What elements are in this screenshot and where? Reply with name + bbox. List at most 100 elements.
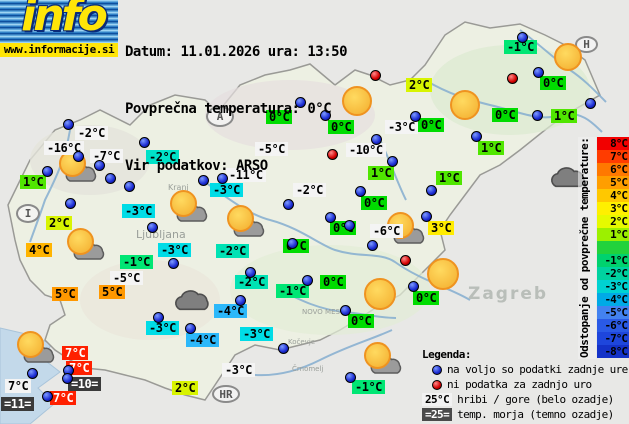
station-dot-recent bbox=[533, 67, 544, 78]
station-dot-recent bbox=[153, 312, 164, 323]
cloudy-icon bbox=[170, 288, 214, 317]
station-dot-stale bbox=[327, 149, 338, 160]
scale-step: 8°C bbox=[597, 137, 629, 150]
scale-step: -7°C bbox=[597, 332, 629, 345]
station-temp-label: 1°C bbox=[436, 171, 463, 185]
station-dot-recent bbox=[217, 173, 228, 184]
station-temp-label: 3°C bbox=[428, 221, 455, 235]
station-temp-label: -1°C bbox=[276, 284, 309, 298]
partly-cloudy-icon bbox=[61, 228, 109, 264]
station-temp-label: -11°C bbox=[226, 168, 266, 182]
station-temp-label: 0°C bbox=[540, 76, 567, 90]
station-dot-recent bbox=[340, 305, 351, 316]
scale-step: 6°C bbox=[597, 163, 629, 176]
sun-part-icon bbox=[67, 228, 94, 255]
info-logo[interactable]: info www.informacije.si bbox=[0, 0, 118, 57]
station-dot-recent bbox=[344, 220, 355, 231]
map-header: Datum: 11.01.2026 ura: 13:50 Povprečna t… bbox=[125, 5, 348, 214]
sun-part-icon bbox=[170, 190, 197, 217]
scale-step: 3°C bbox=[597, 202, 629, 215]
temperature-scale: 8°C 7°C 6°C 5°C 4°C 3°C 2°C 1°C -1°C -2°C -3°C -4°C… bbox=[597, 137, 629, 358]
legend-item: 25°C hribi / gore (belo ozadje) bbox=[422, 392, 628, 407]
city-name-label: Zagreb bbox=[468, 284, 549, 304]
logo-url[interactable]: www.informacije.si bbox=[0, 43, 118, 57]
legend-item-text: hribi / gore (belo ozadje) bbox=[457, 393, 614, 406]
scale-step bbox=[597, 241, 629, 254]
station-dot-recent bbox=[63, 119, 74, 130]
station-temp-label: -2°C bbox=[146, 150, 179, 164]
station-temp-label: -3°C bbox=[240, 327, 273, 341]
station-temp-label: 0°C bbox=[348, 314, 375, 328]
station-temp-label: -7°C bbox=[90, 149, 123, 163]
station-dot-recent bbox=[73, 151, 84, 162]
partly-cloudy-icon bbox=[221, 205, 269, 241]
scale-step: -6°C bbox=[597, 319, 629, 332]
partly-cloudy-icon bbox=[11, 331, 59, 367]
station-dot-recent bbox=[408, 281, 419, 292]
station-dot-recent bbox=[517, 32, 528, 43]
legend-blue-dot-icon bbox=[432, 364, 442, 375]
sunny-icon bbox=[364, 278, 396, 310]
station-dot-recent bbox=[471, 131, 482, 142]
city-name-label: Črnomelj bbox=[292, 365, 324, 373]
station-temp-label: -6°C bbox=[370, 224, 403, 238]
station-dot-recent bbox=[185, 323, 196, 334]
logo-wordmark: info bbox=[21, 0, 108, 41]
station-dot-recent bbox=[283, 199, 294, 210]
scale-step: -8°C bbox=[597, 345, 629, 358]
station-temp-label: 2°C bbox=[406, 78, 433, 92]
scale-step: -3°C bbox=[597, 280, 629, 293]
station-dot-stale bbox=[400, 255, 411, 266]
station-dot-recent bbox=[42, 391, 53, 402]
station-temp-label: 5°C bbox=[99, 285, 126, 299]
legend-items: na voljo so podatki zadnje ure ni podatka… bbox=[422, 362, 628, 422]
station-dot-recent bbox=[320, 110, 331, 121]
station-temp-label: -5°C bbox=[255, 142, 288, 156]
legend-item: =25= temp. morja (temno ozadje) bbox=[422, 407, 628, 422]
station-temp-label: -16°C bbox=[44, 141, 84, 155]
station-dot-recent bbox=[345, 372, 356, 383]
station-temp-label: 0°C bbox=[266, 110, 293, 124]
station-temp-label: -4°C bbox=[214, 304, 247, 318]
station-dot-recent bbox=[42, 166, 53, 177]
station-dot-recent bbox=[235, 295, 246, 306]
partly-cloudy-icon bbox=[358, 342, 406, 378]
station-temp-label: 4°C bbox=[26, 243, 53, 257]
station-temp-label: 1°C bbox=[551, 109, 578, 123]
legend-item: na voljo so podatki zadnje ure bbox=[422, 362, 628, 377]
station-dot-recent bbox=[426, 185, 437, 196]
station-dot-recent bbox=[387, 156, 398, 167]
station-dot-recent bbox=[62, 373, 73, 384]
station-temp-label: =11= bbox=[1, 397, 34, 411]
station-temp-label: 0°C bbox=[361, 196, 388, 210]
station-temp-label: 1°C bbox=[368, 166, 395, 180]
station-dot-recent bbox=[27, 368, 38, 379]
station-temp-label: 1°C bbox=[478, 141, 505, 155]
country-sign-h: H bbox=[575, 36, 598, 53]
station-dot-recent bbox=[355, 186, 366, 197]
station-temp-label: -10°C bbox=[346, 143, 386, 157]
sun-part-icon bbox=[17, 331, 44, 358]
sunny-icon bbox=[427, 258, 459, 290]
station-dot-recent bbox=[287, 238, 298, 249]
scale-step: -1°C bbox=[597, 254, 629, 267]
legend-title: Legenda: bbox=[422, 348, 471, 361]
station-temp-label: 2°C bbox=[46, 216, 73, 230]
scale-title: Odstopanje od povprečne temperature: bbox=[578, 137, 596, 359]
logo-stripes bbox=[0, 0, 118, 44]
legend-white-box-sample: 25°C bbox=[422, 393, 453, 406]
scale-step: 5°C bbox=[597, 176, 629, 189]
scale-step: -2°C bbox=[597, 267, 629, 280]
station-dot-recent bbox=[421, 211, 432, 222]
country-sign-hr: HR bbox=[212, 385, 240, 403]
sun-part-icon bbox=[227, 205, 254, 232]
station-dot-recent bbox=[168, 258, 179, 269]
sunny-icon bbox=[342, 86, 372, 116]
station-dot-recent bbox=[245, 267, 256, 278]
header-source-line: Vir podatkov: ARSO bbox=[125, 158, 268, 174]
legend-item: ni podatka za zadnjo uro bbox=[422, 377, 628, 392]
legend-red-dot-icon bbox=[432, 379, 442, 390]
station-temp-label: 0°C bbox=[413, 291, 440, 305]
